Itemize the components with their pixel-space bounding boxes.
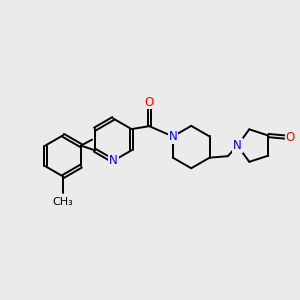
Text: N: N (233, 139, 242, 152)
Text: CH₃: CH₃ (53, 197, 74, 207)
Text: O: O (286, 130, 295, 143)
Text: N: N (169, 130, 177, 143)
Text: N: N (109, 154, 118, 167)
Text: O: O (145, 95, 154, 109)
